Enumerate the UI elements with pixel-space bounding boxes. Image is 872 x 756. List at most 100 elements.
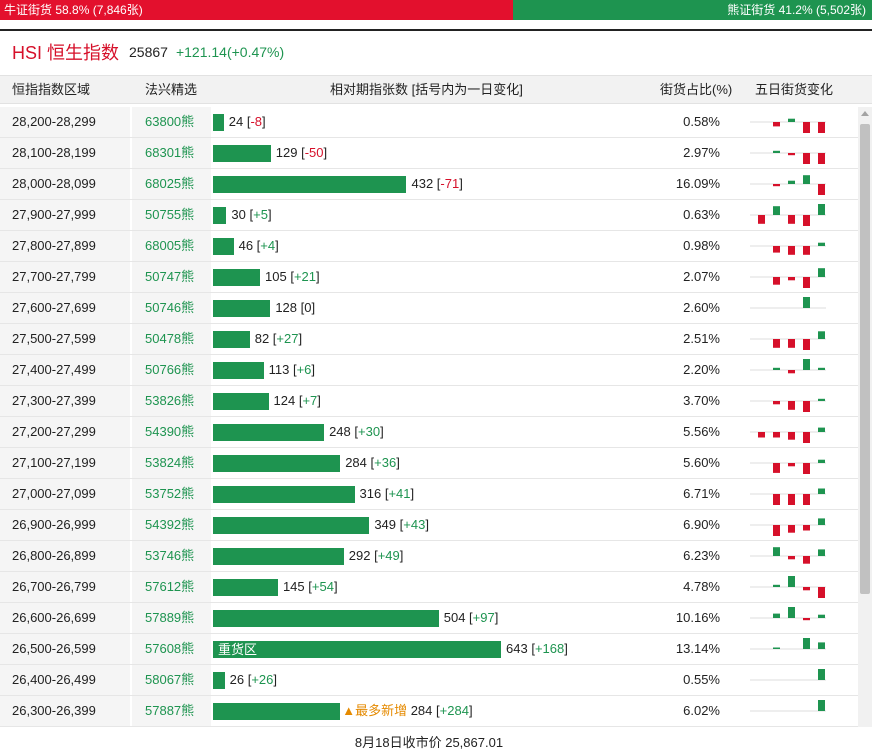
- contracts-text: 432 [-71]: [411, 176, 463, 191]
- table-row[interactable]: 26,500-26,599 57608熊 重货区 643 [+168] 13.14%: [0, 634, 858, 665]
- table-row[interactable]: 27,500-27,599 50478熊 82 [+27] 2.51%: [0, 324, 858, 355]
- warrant-code-link[interactable]: 68005熊: [132, 231, 211, 261]
- scroll-up-icon[interactable]: [858, 107, 872, 121]
- contracts-bar-cell: 129 [-50]: [213, 138, 653, 168]
- zone-range: 27,600-27,699: [0, 293, 130, 323]
- daily-change: +284: [439, 703, 469, 718]
- table-row[interactable]: 28,000-28,099 68025熊 432 [-71] 16.09%: [0, 169, 858, 200]
- table-row[interactable]: 27,200-27,299 54390熊 248 [+30] 5.56%: [0, 417, 858, 448]
- col-share: 街货占比(%): [660, 82, 733, 97]
- warrant-code-link[interactable]: 54390熊: [132, 417, 211, 447]
- contracts-bar: [213, 176, 407, 193]
- contracts-count: 129: [275, 145, 298, 160]
- warrant-code-link[interactable]: 57612熊: [132, 572, 211, 602]
- zone-range: 26,300-26,399: [0, 696, 130, 726]
- table-row[interactable]: 26,900-26,999 54392熊 349 [+43] 6.90%: [0, 510, 858, 541]
- contracts-text: 349 [+43]: [374, 517, 429, 532]
- warrant-code-link[interactable]: 54392熊: [132, 510, 211, 540]
- table-row[interactable]: 27,400-27,499 50766熊 113 [+6] 2.20%: [0, 355, 858, 386]
- warrant-code-link[interactable]: 50755熊: [132, 200, 211, 230]
- five-day-chart: [750, 297, 826, 309]
- divider: [0, 29, 872, 31]
- table-row[interactable]: 28,100-28,199 68301熊 129 [-50] 2.97%: [0, 138, 858, 169]
- five-day-bar: [818, 614, 825, 618]
- five-day-bar: [818, 184, 825, 195]
- daily-change: +26: [251, 672, 274, 687]
- zone-range: 27,200-27,299: [0, 417, 130, 447]
- warrant-code-link[interactable]: 50746熊: [132, 293, 211, 323]
- warrant-code-link[interactable]: 68025熊: [132, 169, 211, 199]
- warrant-code-link[interactable]: 53752熊: [132, 479, 211, 509]
- warrant-code-link[interactable]: 57889熊: [132, 603, 211, 633]
- table-row[interactable]: 26,700-26,799 57612熊 145 [+54] 4.78%: [0, 572, 858, 603]
- table-row[interactable]: 27,600-27,699 50746熊 128 [0] 2.60%: [0, 293, 858, 324]
- table-row[interactable]: 27,800-27,899 68005熊 46 [+4] 0.98%: [0, 231, 858, 262]
- warrant-code-link[interactable]: 57887熊: [132, 696, 211, 726]
- five-day-bar: [818, 642, 825, 649]
- share-percent: 4.78%: [683, 579, 720, 594]
- warrant-code-link[interactable]: 53826熊: [132, 386, 211, 416]
- index-name[interactable]: HSI 恒生指数: [12, 43, 120, 63]
- table-row[interactable]: 26,400-26,499 58067熊 26 [+26] 0.55%: [0, 665, 858, 696]
- daily-change: +4: [260, 238, 276, 253]
- zone-range: 27,700-27,799: [0, 262, 130, 292]
- table-row[interactable]: 27,000-27,099 53752熊 316 [+41] 6.71%: [0, 479, 858, 510]
- warrant-code-link[interactable]: 63800熊: [132, 107, 211, 137]
- table-row[interactable]: 26,800-26,899 53746熊 292 [+49] 6.23%: [0, 541, 858, 572]
- warrant-code-link[interactable]: 58067熊: [132, 665, 211, 695]
- five-day-bar: [803, 618, 810, 621]
- daily-change: -71: [440, 176, 460, 191]
- five-day-bar: [803, 215, 810, 226]
- warrant-code-link[interactable]: 50478熊: [132, 324, 211, 354]
- table-row[interactable]: 26,600-26,699 57889熊 504 [+97] 10.16%: [0, 603, 858, 634]
- contracts-text: 82 [+27]: [254, 331, 303, 346]
- five-day-bar: [803, 494, 810, 505]
- warrant-code-link[interactable]: 50747熊: [132, 262, 211, 292]
- five-day-bar: [803, 277, 810, 288]
- heavy-zone-label: 重货区: [218, 642, 258, 657]
- five-day-bar: [818, 518, 825, 525]
- warrant-code-link[interactable]: 57608熊: [132, 634, 211, 664]
- contracts-bar: [213, 269, 261, 286]
- zone-range: 27,900-27,999: [0, 200, 130, 230]
- five-day-bar: [788, 215, 795, 224]
- table-row[interactable]: 27,100-27,199 53824熊 284 [+36] 5.60%: [0, 448, 858, 479]
- five-day-chart: [750, 150, 826, 164]
- warrant-code-link[interactable]: 53746熊: [132, 541, 211, 571]
- daily-change: +5: [253, 207, 268, 222]
- share-percent: 16.09%: [675, 176, 720, 191]
- share-percent: 2.51%: [683, 331, 720, 346]
- table-row[interactable]: 27,700-27,799 50747熊 105 [+21] 2.07%: [0, 262, 858, 293]
- five-day-bar: [803, 175, 810, 184]
- daily-change: +41: [388, 486, 411, 501]
- scrollbar[interactable]: [858, 107, 872, 727]
- col-relative: 相对期指张数 [括号内为一日变化]: [330, 82, 523, 97]
- warrant-code-link[interactable]: 68301熊: [132, 138, 211, 168]
- table-row[interactable]: 27,300-27,399 53826熊 124 [+7] 3.70%: [0, 386, 858, 417]
- zone-range: 26,700-26,799: [0, 572, 130, 602]
- table-row[interactable]: 28,200-28,299 63800熊 24 [-8] 0.58%: [0, 107, 858, 138]
- five-day-chart: [750, 488, 826, 505]
- warrant-code-link[interactable]: 50766熊: [132, 355, 211, 385]
- five-day-chart: [750, 268, 826, 288]
- five-day-chart: [750, 518, 826, 536]
- five-day-bar: [773, 150, 780, 153]
- table-row[interactable]: 26,300-26,399 57887熊 ▲最多新增 284 [+284] 6.02%: [0, 696, 858, 727]
- warrant-code-link[interactable]: 53824熊: [132, 448, 211, 478]
- closing-price: 8月18日收市价 25,867.01: [354, 735, 504, 750]
- five-day-bar: [803, 463, 810, 474]
- share-percent: 0.63%: [683, 207, 720, 222]
- contracts-text: 26 [+26]: [229, 672, 278, 687]
- five-day-bar: [788, 401, 795, 410]
- five-day-chart: [750, 607, 826, 621]
- share-percent: 6.90%: [683, 517, 720, 532]
- contracts-count: 432: [411, 176, 434, 191]
- share-percent: 10.16%: [675, 610, 720, 625]
- contracts-bar: [213, 610, 439, 627]
- table-row[interactable]: 27,900-27,999 50755熊 30 [+5] 0.63%: [0, 200, 858, 231]
- contracts-bar: [213, 486, 355, 503]
- five-day-bar: [773, 463, 780, 473]
- scrollbar-thumb[interactable]: [860, 124, 870, 594]
- five-day-bar: [803, 525, 810, 531]
- share-percent: 2.20%: [683, 362, 720, 377]
